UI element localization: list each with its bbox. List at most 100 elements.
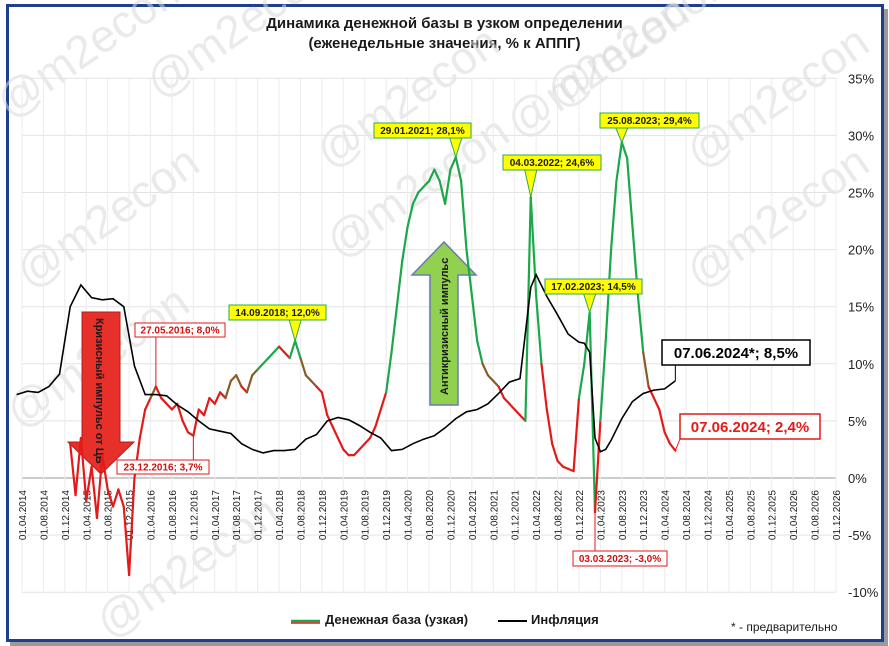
x-tick-label: 01.04.2023 bbox=[596, 490, 607, 540]
x-tick-label: 01.12.2026 bbox=[832, 490, 843, 540]
money-base-segment bbox=[122, 505, 131, 577]
money-base-segment bbox=[385, 351, 393, 394]
money-base-segment bbox=[476, 339, 484, 365]
money-base-segment bbox=[320, 391, 329, 417]
money-base-segment bbox=[492, 379, 500, 388]
money-base-segment bbox=[352, 448, 361, 457]
x-tick-label: 01.04.2025 bbox=[725, 490, 736, 540]
money-base-segment bbox=[652, 396, 661, 411]
x-tick-label: 01.08.2016 bbox=[168, 490, 179, 540]
money-base-segment bbox=[331, 425, 340, 440]
money-base-segment bbox=[342, 448, 350, 457]
money-base-segment bbox=[626, 157, 634, 228]
footnote: * - предварительно bbox=[731, 620, 838, 634]
money-base-segment bbox=[368, 425, 377, 440]
x-tick-label: 01.08.2019 bbox=[361, 490, 372, 540]
x-tick-label: 01.04.2016 bbox=[147, 490, 158, 540]
y-tick-label: -5% bbox=[848, 528, 872, 543]
x-tick-label: 01.12.2017 bbox=[254, 490, 265, 540]
money-base-segment bbox=[540, 362, 548, 411]
x-axis-ticks: 01.04.2014 01.08.2014 01.12.2014 01.04.2015… bbox=[18, 490, 843, 540]
x-tick-label: 01.08.2017 bbox=[232, 490, 243, 540]
anticrisis-arrow bbox=[410, 240, 478, 406]
x-tick-label: 01.04.2021 bbox=[468, 490, 479, 540]
money-base-segment bbox=[154, 385, 163, 400]
x-tick-label: 01.08.2018 bbox=[296, 490, 307, 540]
x-tick-label: 01.08.2026 bbox=[811, 490, 822, 540]
anticrisis-arrow-label: Антикризисный импульс bbox=[439, 258, 451, 395]
y-tick-label: 35% bbox=[848, 71, 874, 86]
y-tick-label: 30% bbox=[848, 128, 874, 143]
callout-pointer bbox=[288, 319, 302, 343]
x-tick-label: 01.04.2019 bbox=[339, 490, 350, 540]
money-base-segment bbox=[213, 391, 222, 405]
callout-label: 29.01.2021; 28,1% bbox=[380, 126, 465, 137]
money-base-segment bbox=[599, 339, 607, 422]
money-base-segment bbox=[551, 442, 559, 462]
money-base-segment bbox=[304, 374, 313, 383]
x-tick-label: 01.08.2015 bbox=[104, 490, 115, 540]
money-base-segment bbox=[374, 408, 382, 428]
money-base-segment bbox=[117, 488, 125, 508]
money-base-segment bbox=[90, 465, 99, 520]
chart-title: Динамика денежной базы в узком определен… bbox=[0, 14, 889, 54]
money-base-segment bbox=[417, 185, 425, 194]
callout-label: 17.02.2023; 14,5% bbox=[551, 282, 636, 293]
money-base-segment bbox=[556, 459, 564, 468]
money-base-segment bbox=[288, 339, 297, 360]
money-base-segment bbox=[336, 436, 345, 451]
x-tick-label: 01.12.2025 bbox=[768, 490, 779, 540]
money-base-segment bbox=[583, 311, 591, 365]
inflation-line bbox=[16, 272, 676, 454]
x-tick-label: 01.04.2017 bbox=[211, 490, 222, 540]
x-tick-label: 01.08.2022 bbox=[554, 490, 565, 540]
callout-box bbox=[544, 278, 643, 295]
x-tick-label: 01.12.2014 bbox=[61, 490, 72, 540]
x-tick-label: 01.04.2020 bbox=[404, 490, 415, 540]
callout-box bbox=[661, 339, 811, 366]
callout-box bbox=[572, 550, 668, 567]
x-tick-label: 01.04.2015 bbox=[82, 490, 93, 540]
money-base-segment bbox=[138, 408, 147, 440]
money-base-segment bbox=[422, 179, 431, 188]
money-base-segment bbox=[438, 179, 447, 206]
money-base-segment bbox=[427, 168, 436, 183]
money-base-segment bbox=[277, 345, 286, 354]
money-base-segment bbox=[261, 356, 270, 365]
money-base-segment bbox=[497, 385, 506, 400]
money-base-segment bbox=[299, 356, 307, 377]
money-base-segment bbox=[449, 155, 457, 171]
money-base-segment bbox=[577, 362, 586, 400]
x-tick-label: 01.12.2020 bbox=[446, 490, 457, 540]
y-tick-label: 5% bbox=[848, 414, 867, 429]
x-tick-label: 01.08.2023 bbox=[618, 490, 629, 540]
money-base-segment bbox=[79, 436, 88, 502]
money-base-segment bbox=[202, 396, 211, 417]
callout-pointer bbox=[524, 169, 538, 198]
callout-label: 04.03.2022; 24,6% bbox=[510, 158, 595, 169]
x-tick-label: 01.04.2024 bbox=[661, 490, 672, 540]
x-tick-label: 01.12.2022 bbox=[575, 490, 586, 540]
money-base-segment bbox=[636, 294, 645, 354]
y-tick-label: 10% bbox=[848, 357, 874, 372]
money-base-segment bbox=[593, 419, 602, 514]
money-base-segment bbox=[229, 374, 238, 383]
x-tick-label: 01.08.2020 bbox=[425, 490, 436, 540]
x-tick-label: 01.04.2026 bbox=[789, 490, 800, 540]
money-base-segment bbox=[310, 379, 318, 388]
money-base-segment bbox=[379, 391, 388, 411]
money-base-segment bbox=[604, 248, 613, 343]
x-tick-label: 01.12.2018 bbox=[318, 490, 329, 540]
callout-label: 03.03.2023; -3,0% bbox=[579, 554, 661, 565]
money-base-segment bbox=[144, 396, 152, 411]
money-base-segment bbox=[658, 408, 666, 434]
money-base-segment bbox=[267, 351, 275, 360]
money-base-segment bbox=[470, 294, 479, 343]
money-base-segment bbox=[74, 436, 83, 497]
money-base-segment bbox=[620, 141, 629, 160]
money-base-segment bbox=[363, 436, 372, 445]
money-base-segment bbox=[95, 454, 104, 520]
money-base-segment bbox=[128, 476, 136, 577]
watermark-text: @m2econ bbox=[6, 135, 208, 298]
